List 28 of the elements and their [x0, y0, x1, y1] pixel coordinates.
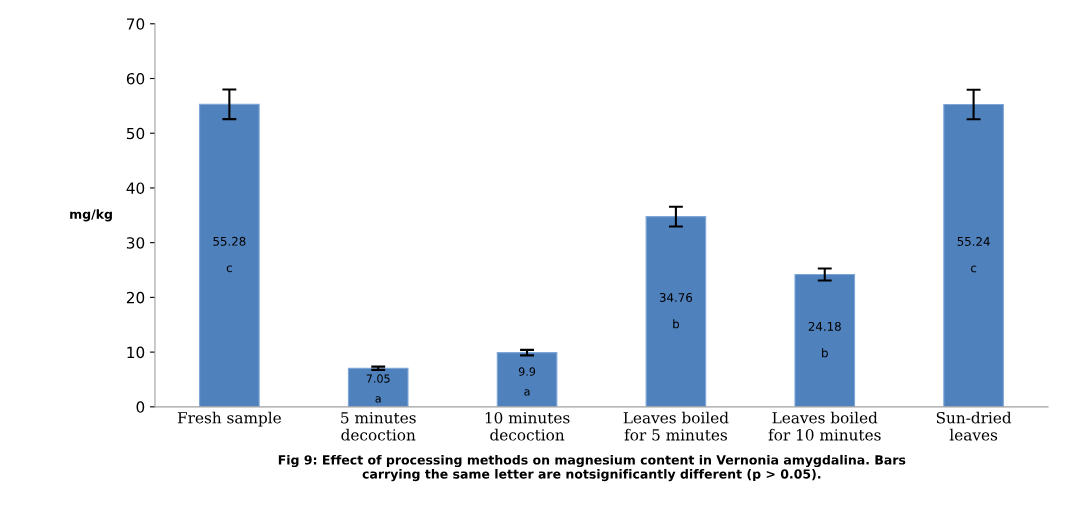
y-tick-label: 70 [127, 18, 145, 30]
text: 24.18 b [808, 321, 841, 358]
bar [199, 103, 260, 407]
y-tick-label: 30 [126, 237, 145, 249]
text: 9.9 a [518, 367, 536, 396]
y-tick-label: 10 [127, 346, 145, 359]
y-tick-label: 40 [126, 182, 145, 194]
bar [496, 352, 558, 407]
caption: Fig 9: Effect of processing methods on magnesium content in Vernonia amygdalina. Bars carrying the same letter are notsignificantly different (p > 0.05). [278, 454, 906, 482]
text: 7.05 a [366, 374, 390, 403]
x-tick-label: Fresh sample [177, 411, 281, 427]
y-tick-label: 0 [136, 401, 145, 413]
text: 34.76 b [659, 293, 693, 329]
bar [943, 103, 1004, 407]
text: 55.24 c [957, 236, 990, 273]
x-tick-label: Sun-dried leaves [936, 411, 1012, 441]
text: 55.28 c [213, 236, 246, 273]
y-tick-label: 50 [126, 127, 145, 140]
bar [347, 367, 409, 407]
bar [794, 273, 856, 407]
x-tick-label: 10 minutes decoction [485, 411, 570, 441]
y-tick-label: 60 [126, 72, 145, 85]
x-tick-label: Leaves boiled for 10 minutes [768, 411, 881, 441]
x-tick-label: Leaves boiled for 5 minutes [623, 411, 729, 441]
y-tick-label: 20 [126, 291, 145, 304]
bar [645, 216, 707, 407]
y-axis-title: mg/kg [70, 209, 112, 222]
x-tick-label: 5 minutes decoction [341, 412, 416, 441]
